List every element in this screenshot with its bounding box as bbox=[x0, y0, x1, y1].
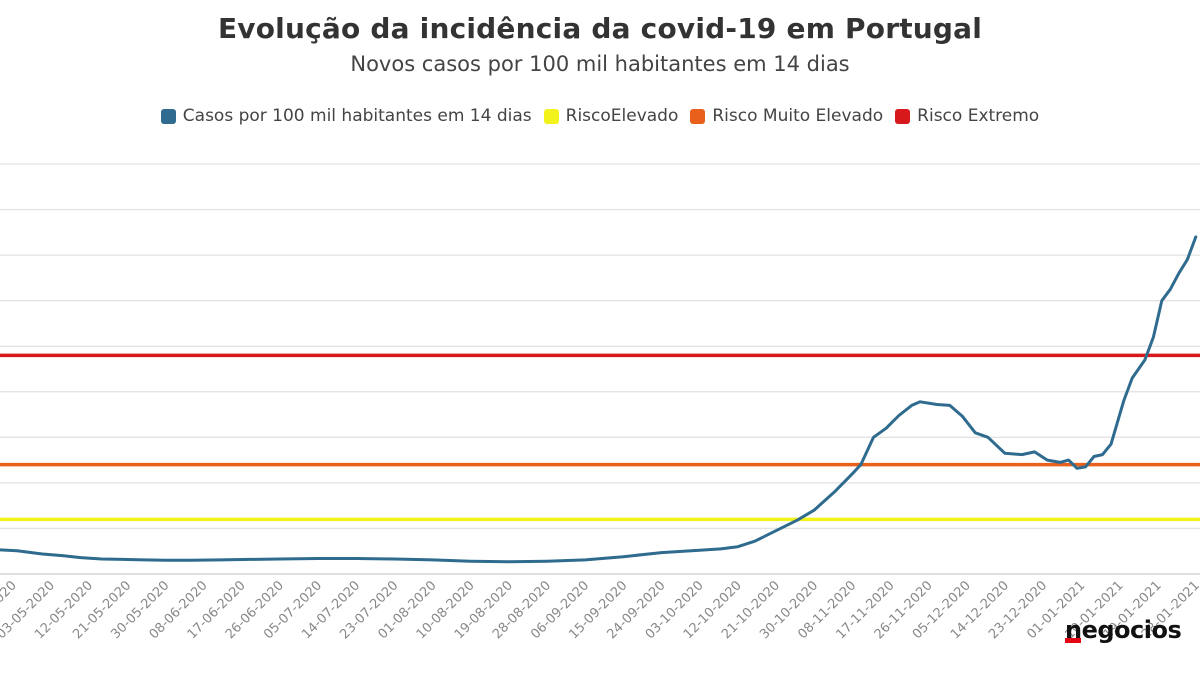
legend-item-risco-muito-elevado[interactable]: Risco Muito Elevado bbox=[690, 106, 883, 126]
chart-legend: Casos por 100 mil habitantes em 14 dias … bbox=[0, 106, 1200, 126]
legend-item-cases[interactable]: Casos por 100 mil habitantes em 14 dias bbox=[160, 106, 532, 126]
legend-item-risco-elevado[interactable]: RiscoElevado bbox=[543, 106, 679, 126]
legend-label-risco-elevado: RiscoElevado bbox=[565, 106, 679, 126]
chart-title: Evolução da incidência da covid-19 em Po… bbox=[217, 12, 983, 45]
negocios-logo: negocios bbox=[1065, 616, 1182, 644]
legend-label-cases: Casos por 100 mil habitantes em 14 dias bbox=[182, 106, 532, 126]
legend-item-risco-extremo[interactable]: Risco Extremo bbox=[895, 106, 1039, 126]
chart-subtitle: Novos casos por 100 mil habitantes em 14… bbox=[350, 52, 850, 76]
legend-swatch-cases bbox=[160, 108, 176, 124]
legend-label-risco-extremo: Risco Extremo bbox=[917, 106, 1040, 126]
series-line-0 bbox=[0, 235, 1198, 564]
logo-mark bbox=[1065, 638, 1081, 643]
line-chart: 25-04-202003-05-202012-05-202021-05-2020… bbox=[0, 163, 1200, 642]
legend-swatch-risco-elevado bbox=[543, 108, 559, 124]
legend-label-risco-muito-elevado: Risco Muito Elevado bbox=[712, 106, 884, 126]
legend-swatch-risco-muito-elevado bbox=[690, 108, 706, 124]
legend-swatch-risco-extremo bbox=[895, 108, 911, 124]
